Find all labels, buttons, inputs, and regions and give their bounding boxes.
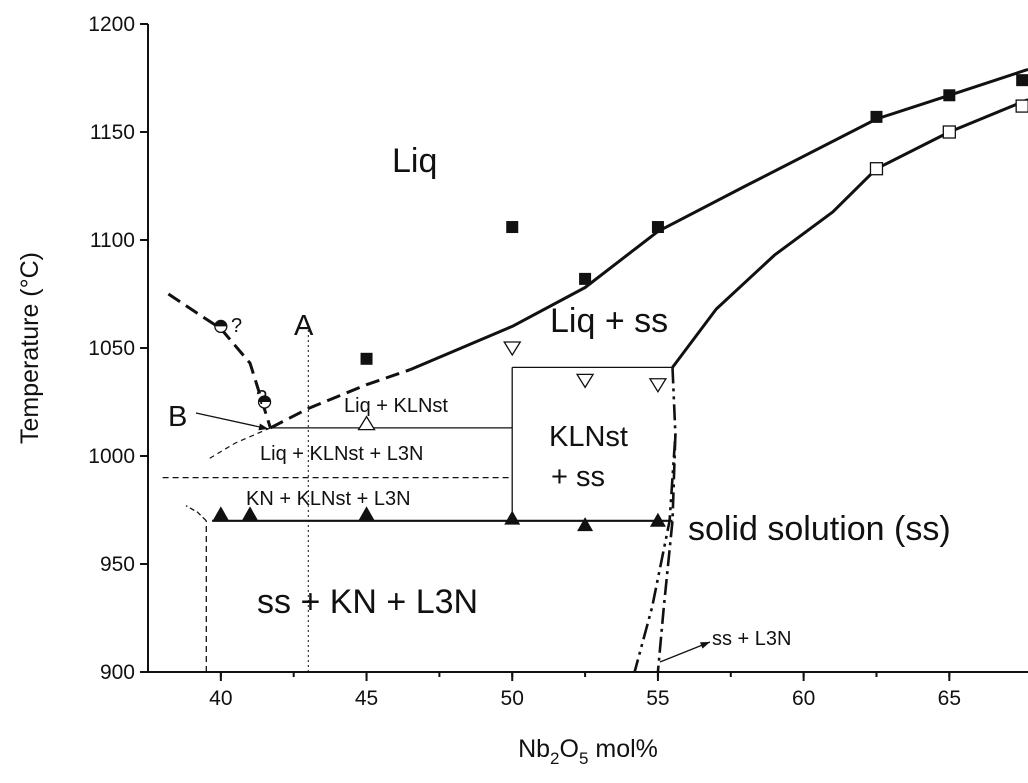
label-solid-solution: solid solution (ss) [688, 510, 951, 548]
label-liq-ss: Liq + ss [550, 302, 668, 340]
marker-filled-triangle-up [212, 506, 229, 521]
marker-filled-square [651, 221, 664, 234]
x-tick-label: 60 [792, 687, 815, 710]
arrow-b-head [258, 423, 269, 431]
x-title-sub1: 2 [550, 749, 559, 768]
label-ss-l3n: ss + L3N [712, 628, 791, 650]
y-tick-label: 1000 [88, 445, 135, 468]
x-title-mid: O [560, 735, 579, 763]
label-klnst: KLNst [549, 421, 628, 453]
y-axis-title: Temperature (°C) [16, 252, 44, 444]
boundary-liquidus-dashed [269, 368, 411, 430]
marker-filled-triangle-up [504, 510, 521, 525]
marker-filled-square [506, 221, 519, 234]
y-tick-label: 1050 [88, 337, 135, 360]
marker-half-circle-fill [258, 396, 271, 402]
x-tick-label: 45 [355, 687, 378, 710]
label-ss-kn-l3n: ss + KN + L3N [257, 583, 478, 621]
boundary-solidus-solid [671, 98, 1028, 369]
marker-filled-square [360, 352, 373, 365]
label-liq-klnst-l3n: Liq + KLNst + L3N [260, 443, 423, 465]
boundary-b-branch-dashed [167, 292, 272, 429]
marker-filled-triangle-up [649, 512, 666, 527]
marker-open-triangle-down [648, 378, 668, 393]
boundary-left-dashed-hook [185, 505, 207, 522]
y-tick-label: 1100 [90, 229, 135, 252]
x-tick-label: 50 [501, 687, 524, 710]
marker-filled-square [943, 89, 956, 102]
boundary-liquidus-solid [409, 67, 1028, 371]
x-title-main: Nb [518, 735, 550, 763]
marker-open-square [942, 125, 956, 139]
marker-open-triangle-down [503, 341, 522, 357]
y-tick-label: 900 [100, 661, 135, 684]
x-title-sub2: 5 [579, 749, 588, 768]
marker-open-square [1015, 99, 1028, 113]
label-liq-klnst: Liq + KLNst [344, 395, 448, 417]
x-tick-label: 40 [209, 687, 232, 710]
marker-filled-square [579, 272, 592, 285]
x-axis-title: Nb2O5 mol% [518, 735, 658, 768]
marker-open-triangle-down [575, 373, 595, 389]
x-tick-label: 55 [646, 687, 669, 710]
label-question-2: ? [256, 387, 267, 409]
marker-filled-triangle-up [241, 506, 258, 521]
data-markers [212, 74, 1028, 532]
arrow-ss-l3n-head [700, 642, 710, 649]
y-tick-label: 950 [100, 553, 135, 576]
arrow-b [195, 412, 269, 430]
label-a: A [294, 310, 314, 342]
label-kn-klnst-l3n: KN + KLNst + L3N [246, 488, 411, 510]
marker-open-triangle-up [357, 415, 376, 431]
x-tick-label: 65 [938, 687, 961, 710]
phase-boundaries [162, 67, 1028, 673]
marker-filled-triangle-up [358, 506, 375, 521]
label-liq: Liq [392, 142, 437, 180]
marker-filled-square [1016, 74, 1028, 87]
boundary-solvus-2 [656, 434, 677, 673]
label-question-1: ? [231, 315, 242, 337]
marker-filled-square [870, 110, 883, 123]
y-tick-label: 1200 [88, 13, 135, 36]
boundary-b-thin-dashed [205, 427, 271, 461]
label-b: B [168, 401, 187, 433]
axis-ticks: 900 950 1000 1050 1100 1150 1200 40 45 50 55 60 65 [88, 13, 961, 710]
marker-half-circle-fill [214, 320, 227, 327]
label-plus-ss: + ss [551, 461, 605, 493]
x-title-tail: mol% [588, 735, 657, 763]
y-tick-label: 1150 [90, 121, 135, 144]
marker-open-square [869, 162, 884, 176]
region-labels: Liq Liq + ss KLNst + ss Liq + KLNst Liq … [168, 142, 951, 650]
marker-filled-triangle-up [577, 517, 594, 532]
